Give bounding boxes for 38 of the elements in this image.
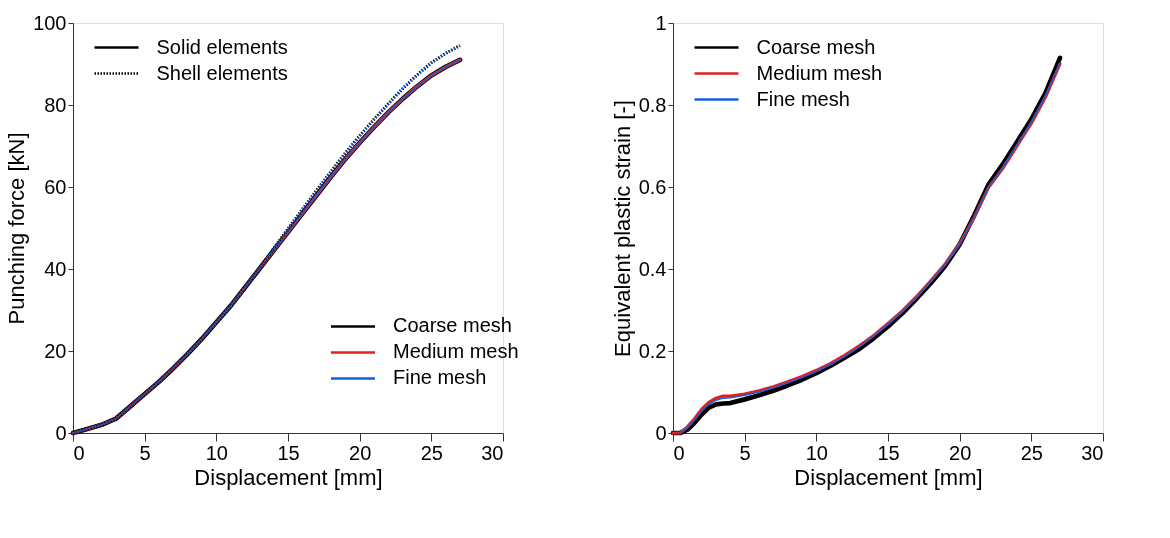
y-tick-label: 40	[44, 257, 67, 280]
annotation: Shell elements	[156, 61, 288, 84]
y-tick-label: 20	[44, 339, 67, 362]
y-tick-label: 0.6	[638, 175, 667, 198]
y-tick-label: 0.2	[638, 339, 667, 362]
x-axis-title: Displacement [mm]	[194, 464, 383, 490]
y-tick-label: 0.4	[638, 257, 667, 280]
y-tick-label: 80	[44, 93, 67, 116]
x-tick-label: 30	[1081, 441, 1104, 464]
x-axis-title: Displacement [mm]	[794, 464, 983, 490]
x-tick-label: 0	[73, 441, 85, 464]
y-tick-label: 0	[655, 421, 667, 444]
x-tick-label: 20	[349, 441, 372, 464]
y-tick-label: 1	[655, 11, 667, 34]
x-tick-label: 20	[949, 441, 972, 464]
x-tick-label: 10	[805, 441, 828, 464]
y-tick-label: 0.8	[638, 93, 667, 116]
legend-label: Medium mesh	[756, 61, 883, 84]
x-tick-label: 15	[277, 441, 300, 464]
x-tick-label: 30	[481, 441, 504, 464]
y-tick-label: 100	[33, 11, 67, 34]
y-tick-label: 0	[55, 421, 67, 444]
x-tick-label: 5	[139, 441, 151, 464]
legend-label: Fine mesh	[756, 87, 850, 110]
x-tick-label: 25	[1020, 441, 1043, 464]
x-tick-label: 0	[673, 441, 685, 464]
y-tick-label: 60	[44, 175, 67, 198]
y-axis-title: Equivalent plastic strain [-]	[609, 100, 635, 357]
legend-label: Medium mesh	[393, 340, 519, 363]
x-tick-label: 25	[420, 441, 443, 464]
y-axis-title: Punching force [kN]	[4, 132, 30, 325]
x-tick-label: 5	[739, 441, 751, 464]
annotation: Solid elements	[156, 35, 288, 58]
legend-label: Coarse mesh	[393, 314, 512, 337]
x-tick-label: 15	[877, 441, 900, 464]
x-tick-label: 10	[205, 441, 228, 464]
legend-label: Coarse mesh	[756, 35, 876, 58]
legend-label: Fine mesh	[393, 366, 487, 389]
